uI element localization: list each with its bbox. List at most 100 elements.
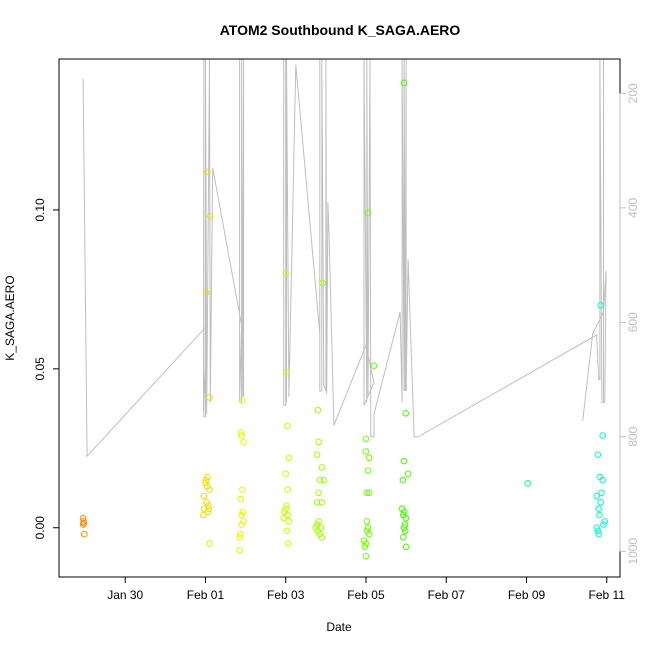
data-point <box>236 546 243 554</box>
data-point <box>596 511 603 519</box>
x-axis-label: Date <box>326 620 352 634</box>
data-point <box>364 467 372 474</box>
right-tick-label: 800 <box>626 426 640 446</box>
data-point <box>594 527 602 535</box>
data-point <box>200 511 207 519</box>
data-point <box>315 438 322 446</box>
data-points <box>79 79 609 560</box>
right-tick-label: 1000 <box>626 538 640 565</box>
data-point <box>594 451 602 459</box>
data-point <box>283 502 290 509</box>
data-point <box>318 534 326 541</box>
data-point <box>203 499 210 506</box>
data-point <box>362 435 370 443</box>
data-point <box>205 505 212 513</box>
data-point <box>283 527 291 535</box>
data-point <box>284 486 292 493</box>
data-point <box>239 397 246 404</box>
data-point <box>593 524 601 532</box>
data-point <box>81 530 88 538</box>
data-point <box>314 406 322 414</box>
data-point <box>363 489 371 497</box>
right-tick-label: 200 <box>626 83 640 103</box>
data-point <box>285 518 293 525</box>
data-point <box>597 302 605 309</box>
data-point <box>284 422 291 430</box>
x-axis: Jan 30 Feb 01 Feb 03 Feb 05 Feb 07 Feb 09 Feb … <box>107 577 625 602</box>
x-tick-label: Feb 07 <box>428 588 466 602</box>
data-point <box>284 511 292 519</box>
data-point <box>399 476 407 484</box>
data-point <box>400 457 408 465</box>
y-tick-label: 0.05 <box>33 357 47 381</box>
data-point <box>365 454 373 462</box>
data-point <box>363 518 371 525</box>
right-axis: 200 400 600 800 1000 <box>619 83 640 565</box>
data-point <box>370 362 378 370</box>
data-point <box>284 540 292 547</box>
data-point <box>316 476 324 484</box>
data-point <box>206 394 213 401</box>
data-point <box>365 489 373 497</box>
data-point <box>204 168 211 176</box>
data-point <box>239 508 247 516</box>
data-point <box>204 473 211 481</box>
data-point <box>203 483 211 490</box>
data-point <box>313 521 321 528</box>
data-point <box>239 486 246 493</box>
data-point <box>200 492 208 500</box>
data-point <box>364 209 372 217</box>
data-point <box>202 480 209 487</box>
data-point <box>362 553 370 560</box>
data-point <box>402 410 410 417</box>
data-point <box>282 270 290 277</box>
data-point <box>315 489 322 497</box>
chart-title: ATOM2 Southbound K_SAGA.AERO <box>220 22 461 38</box>
data-point <box>237 429 245 436</box>
data-point <box>240 438 247 446</box>
data-point <box>313 499 321 506</box>
data-point <box>318 464 326 471</box>
data-point <box>402 543 410 551</box>
track-line <box>82 58 607 458</box>
x-tick-label: Jan 30 <box>107 588 143 602</box>
data-point <box>401 521 409 528</box>
data-point <box>600 521 607 528</box>
data-point <box>207 213 214 220</box>
y-tick-label: 0.00 <box>33 516 47 540</box>
data-point <box>400 534 407 541</box>
data-point <box>402 527 409 535</box>
data-point <box>318 499 326 506</box>
data-point <box>203 289 210 296</box>
data-point <box>240 518 247 525</box>
data-point <box>362 540 370 547</box>
data-point <box>595 505 603 513</box>
right-tick-label: 400 <box>626 197 640 217</box>
data-point <box>315 518 322 525</box>
data-point <box>238 511 245 519</box>
data-point <box>593 492 601 500</box>
data-point <box>237 495 245 503</box>
data-point <box>598 489 605 497</box>
data-point <box>361 543 369 551</box>
data-point <box>404 470 412 478</box>
data-point <box>599 432 607 439</box>
data-point <box>524 480 532 487</box>
data-point <box>204 508 212 516</box>
x-tick-label: Feb 01 <box>187 588 225 602</box>
data-point <box>319 279 326 287</box>
data-point <box>400 79 408 87</box>
x-tick-label: Feb 03 <box>267 588 305 602</box>
data-point <box>317 524 325 532</box>
data-point <box>597 499 605 506</box>
data-point <box>237 530 244 538</box>
track-lines <box>82 58 607 458</box>
data-point <box>205 502 212 509</box>
y-axis: 0.00 0.05 0.10 <box>33 198 59 539</box>
x-tick-label: Feb 09 <box>508 588 546 602</box>
data-point <box>363 527 371 535</box>
y-tick-label: 0.10 <box>33 198 47 222</box>
data-point <box>362 448 370 455</box>
data-point <box>313 451 321 459</box>
